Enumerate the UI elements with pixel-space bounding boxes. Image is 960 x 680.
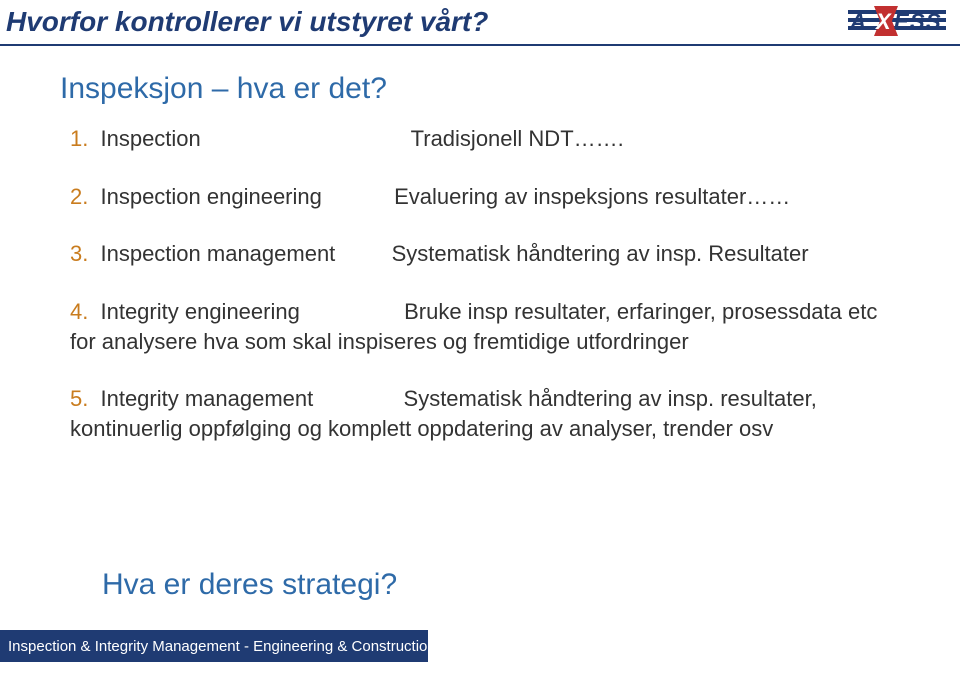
item-number: 2. xyxy=(70,184,88,209)
subtitle: Inspeksjon – hva er det? xyxy=(60,72,387,106)
title-underline xyxy=(0,44,960,46)
closing-question: Hva er deres strategi? xyxy=(102,568,397,602)
item-term: Inspection management xyxy=(100,241,335,266)
svg-text:E: E xyxy=(894,9,910,34)
item-number: 4. xyxy=(70,299,88,324)
item-number: 1. xyxy=(70,126,88,151)
item-term: Integrity engineering xyxy=(100,299,299,324)
page-title: Hvorfor kontrollerer vi utstyret vårt? xyxy=(6,6,488,38)
footer-text: Inspection & Integrity Management - Engi… xyxy=(8,638,436,655)
axess-logo-icon: A X E S S xyxy=(848,6,946,36)
list-item: 4. Integrity engineering Bruke insp resu… xyxy=(70,297,890,356)
item-number: 5. xyxy=(70,386,88,411)
list-item: 5. Integrity management Systematisk hånd… xyxy=(70,384,890,443)
svg-text:S: S xyxy=(926,9,941,34)
svg-text:A: A xyxy=(849,9,866,34)
item-desc: Systematisk håndtering av insp. Resultat… xyxy=(392,241,809,266)
item-desc: Tradisjonell NDT……. xyxy=(411,126,624,151)
item-term: Inspection xyxy=(100,126,200,151)
footer-bar: Inspection & Integrity Management - Engi… xyxy=(0,630,428,662)
list-item: 1. Inspection Tradisjonell NDT……. xyxy=(70,124,890,154)
company-logo: A X E S S xyxy=(848,6,946,36)
item-number: 3. xyxy=(70,241,88,266)
list-item: 3. Inspection management Systematisk hån… xyxy=(70,239,890,269)
slide: Hvorfor kontrollerer vi utstyret vårt? A… xyxy=(0,0,960,680)
item-term: Inspection engineering xyxy=(100,184,321,209)
item-desc: Evaluering av inspeksjons resultater…… xyxy=(394,184,790,209)
svg-text:S: S xyxy=(910,9,925,34)
list-item: 2. Inspection engineering Evaluering av … xyxy=(70,182,890,212)
item-term: Integrity management xyxy=(100,386,313,411)
svg-text:X: X xyxy=(874,9,892,34)
item-list: 1. Inspection Tradisjonell NDT……. 2. Ins… xyxy=(70,124,890,472)
